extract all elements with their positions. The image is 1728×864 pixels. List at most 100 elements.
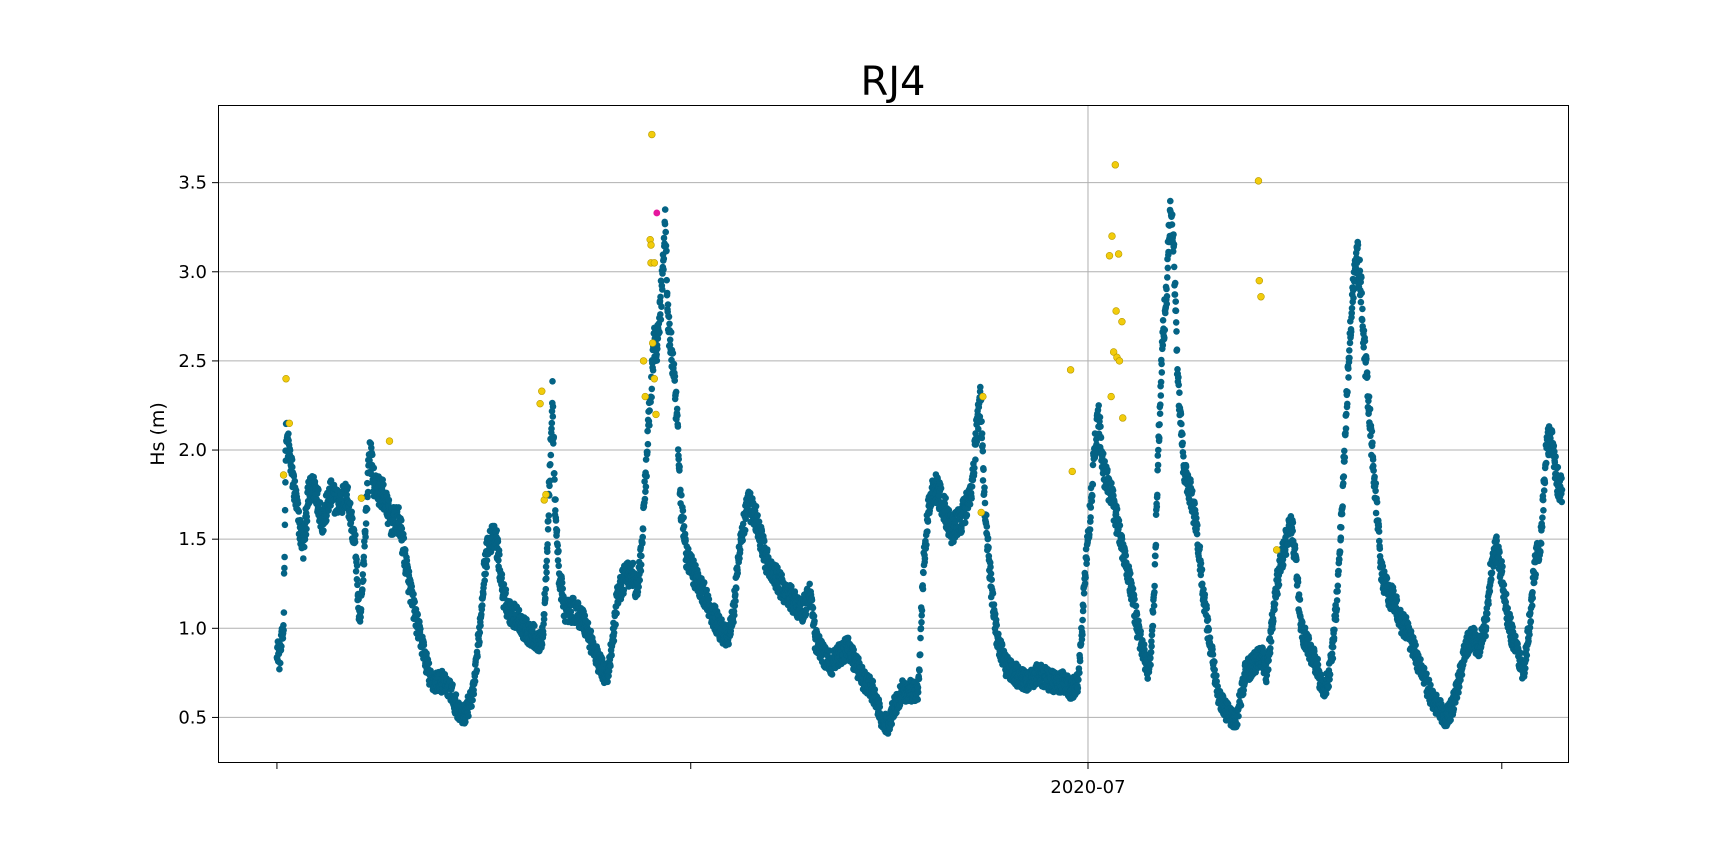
main-point [411, 598, 419, 606]
main-point [998, 641, 1006, 649]
main-point [958, 528, 965, 535]
main-point [402, 546, 409, 554]
main-point [297, 516, 304, 524]
main-point [638, 552, 645, 560]
main-point [1187, 478, 1194, 486]
main-point [923, 541, 930, 549]
main-point [1376, 545, 1384, 552]
main-point [1213, 678, 1220, 685]
main-point [637, 561, 645, 568]
main-point [1289, 519, 1297, 526]
main-point [1453, 694, 1461, 702]
main-point [639, 525, 647, 533]
main-point [1156, 434, 1163, 442]
main-point [343, 491, 351, 499]
main-point [666, 336, 674, 344]
main-point [1369, 439, 1376, 447]
main-point [1198, 566, 1206, 573]
main-point [1193, 514, 1200, 522]
main-point [761, 537, 768, 545]
main-point [547, 451, 555, 459]
main-point [1370, 467, 1377, 474]
main-point [483, 557, 491, 564]
main-point [1486, 587, 1494, 595]
main-point [653, 357, 661, 364]
main-point [1340, 480, 1347, 487]
main-point [1175, 373, 1182, 381]
main-point [1079, 607, 1087, 615]
main-point [914, 696, 921, 703]
main-point [1129, 585, 1137, 592]
main-point [360, 553, 368, 561]
main-point [978, 418, 985, 425]
main-point [972, 456, 979, 464]
main-point [500, 581, 508, 588]
main-point [920, 569, 927, 577]
main-point [971, 464, 978, 472]
main-point [607, 662, 614, 670]
main-point [380, 481, 387, 488]
main-point [1176, 389, 1183, 397]
main-point [1204, 616, 1212, 623]
main-point [755, 518, 763, 525]
main-point [1182, 463, 1190, 471]
main-point [1455, 689, 1462, 696]
main-point [542, 594, 549, 602]
main-point [400, 534, 408, 542]
main-point [1164, 274, 1171, 281]
main-point [550, 433, 558, 441]
main-point [1370, 462, 1377, 470]
main-point [670, 360, 678, 368]
main-point [502, 586, 510, 593]
main-point [1265, 666, 1272, 673]
main-point [1502, 590, 1510, 598]
main-point [1149, 622, 1157, 630]
main-point [1133, 611, 1141, 618]
main-point [993, 621, 1000, 629]
main-point [538, 641, 546, 648]
main-point [667, 329, 675, 336]
main-point [414, 611, 422, 618]
main-point [1360, 327, 1368, 334]
main-point [1412, 641, 1419, 649]
main-point [1271, 600, 1279, 608]
main-point [981, 499, 989, 507]
main-point [1271, 606, 1278, 613]
main-point [474, 653, 481, 660]
main-point [471, 678, 479, 685]
main-point [1345, 374, 1352, 381]
main-point [1209, 646, 1216, 653]
main-point [300, 555, 307, 562]
main-point [545, 512, 553, 519]
main-point [320, 527, 327, 534]
main-point [636, 576, 643, 584]
main-point [1334, 582, 1342, 590]
main-point [1347, 328, 1355, 336]
main-point [1197, 560, 1205, 567]
main-point [732, 591, 739, 598]
main-point [1369, 456, 1377, 463]
main-point [629, 559, 637, 567]
main-point [1372, 487, 1379, 495]
main-point [1417, 656, 1424, 663]
main-point [549, 403, 557, 410]
main-point [483, 563, 491, 571]
main-point [1498, 568, 1506, 575]
main-point [914, 684, 922, 691]
main-point [1344, 388, 1351, 396]
main-point [542, 585, 550, 593]
main-point [979, 442, 986, 449]
main-point [452, 691, 460, 698]
main-point [282, 479, 289, 486]
main-point [495, 557, 502, 564]
main-point [353, 562, 361, 569]
main-point [635, 583, 642, 591]
main-point [363, 505, 371, 513]
main-point [1368, 428, 1376, 435]
main-point [644, 427, 651, 435]
main-point [364, 493, 371, 501]
main-point [674, 446, 682, 453]
main-point [385, 496, 393, 504]
main-point [544, 548, 551, 555]
main-point [420, 641, 428, 649]
